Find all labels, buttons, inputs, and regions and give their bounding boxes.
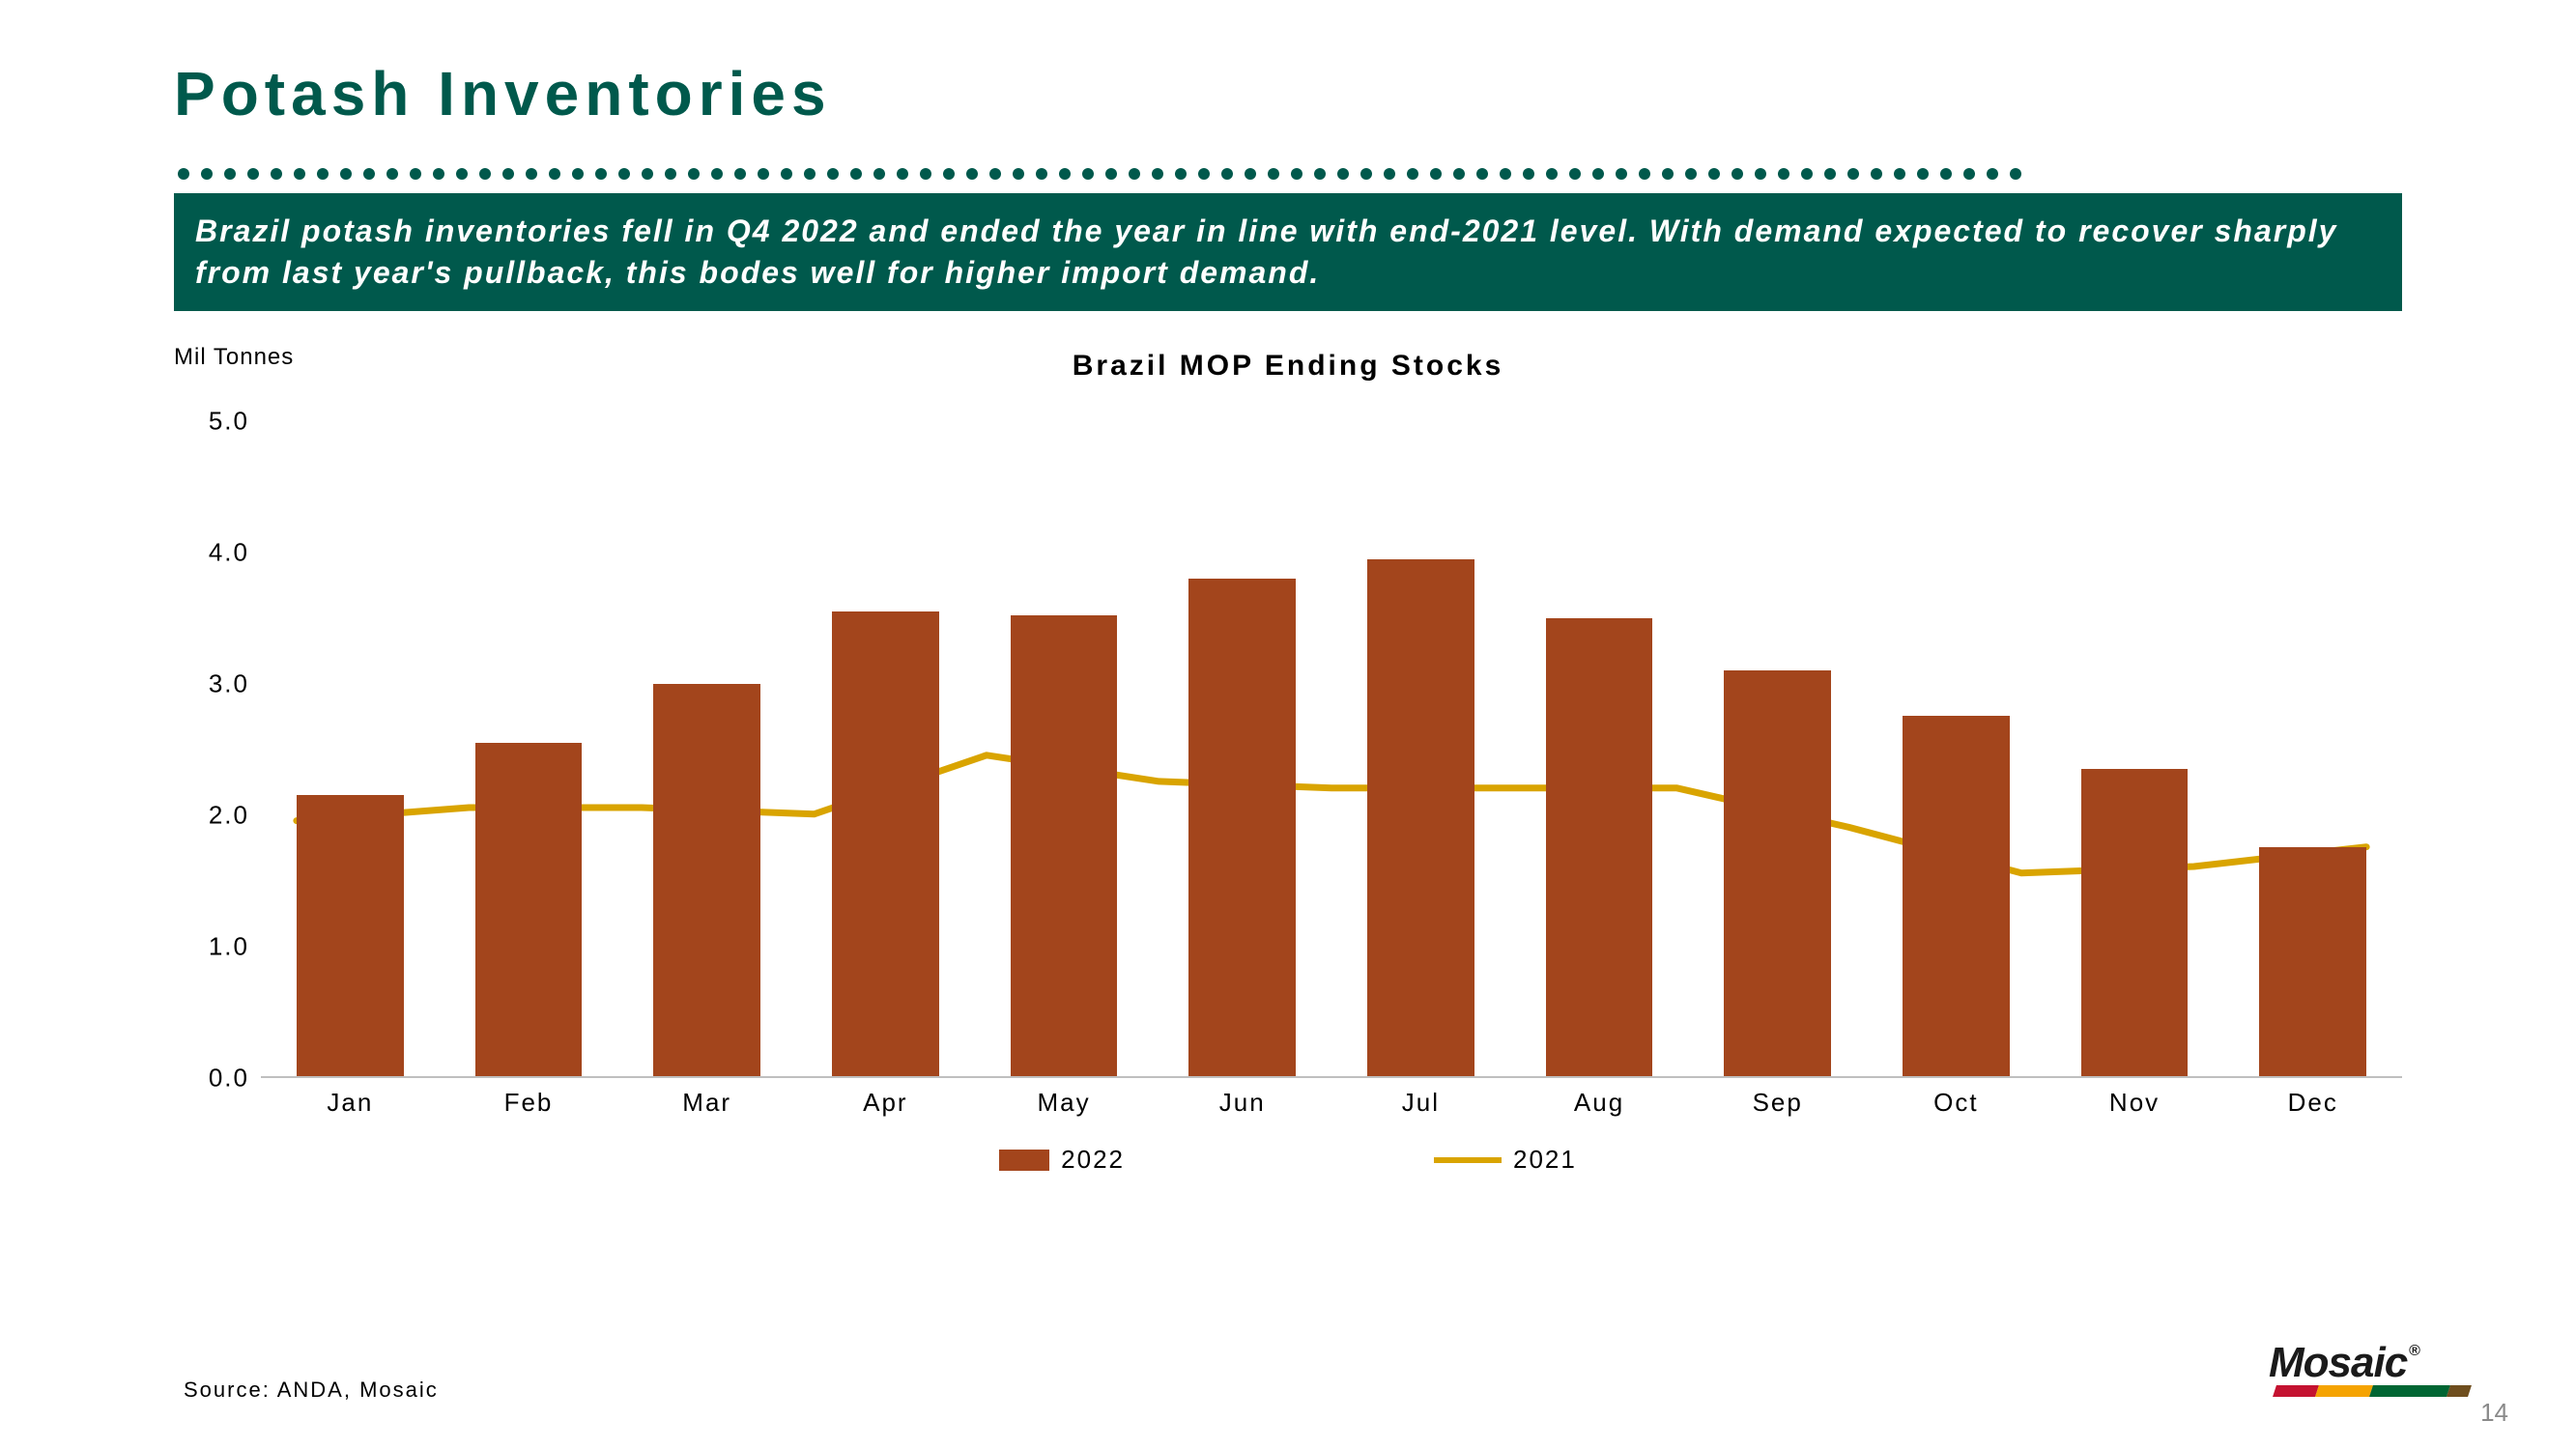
x-tick: Mar [617, 1088, 796, 1118]
y-tick: 4.0 [209, 538, 249, 568]
x-tick: Oct [1867, 1088, 2046, 1118]
y-axis-unit: Mil Tonnes [174, 344, 294, 371]
subtitle-callout: Brazil potash inventories fell in Q4 202… [174, 193, 2402, 311]
x-tick: Jun [1153, 1088, 1331, 1118]
registered-icon: ® [2409, 1343, 2419, 1360]
bar [475, 743, 583, 1077]
x-tick: Dec [2223, 1088, 2402, 1118]
x-tick: Jul [1331, 1088, 1510, 1118]
x-tick: Sep [1688, 1088, 1867, 1118]
x-tick: Aug [1510, 1088, 1689, 1118]
page-number: 14 [2480, 1398, 2508, 1428]
bar [1367, 559, 1474, 1077]
bar-swatch-icon [999, 1150, 1049, 1171]
y-tick: 5.0 [209, 407, 249, 437]
x-axis-labels: JanFebMarAprMayJunJulAugSepOctNovDec [261, 1088, 2402, 1118]
line-swatch-icon [1434, 1157, 1502, 1163]
chart-legend: 2022 2021 [174, 1145, 2402, 1175]
bar [1724, 670, 1831, 1076]
logo-text: Mosaic ® [2269, 1339, 2470, 1387]
source-footnote: Source: ANDA, Mosaic [184, 1378, 439, 1403]
y-tick: 2.0 [209, 801, 249, 831]
bar [1011, 615, 1118, 1076]
chart-title: Brazil MOP Ending Stocks [174, 350, 2402, 383]
page-title: Potash Inventories [174, 58, 2402, 129]
y-tick: 0.0 [209, 1064, 249, 1094]
bar [1903, 716, 2010, 1076]
bar [297, 795, 404, 1077]
bar [2081, 769, 2189, 1077]
y-tick: 3.0 [209, 669, 249, 699]
chart-container: Brazil MOP Ending Stocks Mil Tonnes 0.01… [174, 350, 2402, 1175]
bar [1188, 579, 1296, 1076]
legend-bar-label: 2022 [1061, 1145, 1125, 1175]
bar [653, 684, 760, 1077]
x-tick: May [975, 1088, 1154, 1118]
y-axis: 0.01.02.03.04.05.0 [174, 421, 261, 1078]
legend-line-label: 2021 [1513, 1145, 1577, 1175]
bar [832, 611, 939, 1076]
separator-dots [174, 168, 2402, 180]
x-tick: Feb [440, 1088, 618, 1118]
mosaic-logo: Mosaic ® [2269, 1339, 2470, 1397]
bar [1546, 618, 1653, 1077]
x-tick: Jan [261, 1088, 440, 1118]
logo-word: Mosaic [2269, 1339, 2407, 1387]
slide: Potash Inventories Brazil potash invento… [0, 0, 2576, 1449]
bar [2259, 847, 2366, 1076]
legend-item-2021: 2021 [1434, 1145, 1577, 1175]
logo-bars-icon [2273, 1385, 2472, 1397]
plot-area: 0.01.02.03.04.05.0 [174, 421, 2402, 1078]
plot [261, 421, 2402, 1078]
x-tick: Nov [2046, 1088, 2224, 1118]
legend-item-2022: 2022 [999, 1145, 1125, 1175]
x-tick: Apr [796, 1088, 975, 1118]
y-tick: 1.0 [209, 932, 249, 962]
